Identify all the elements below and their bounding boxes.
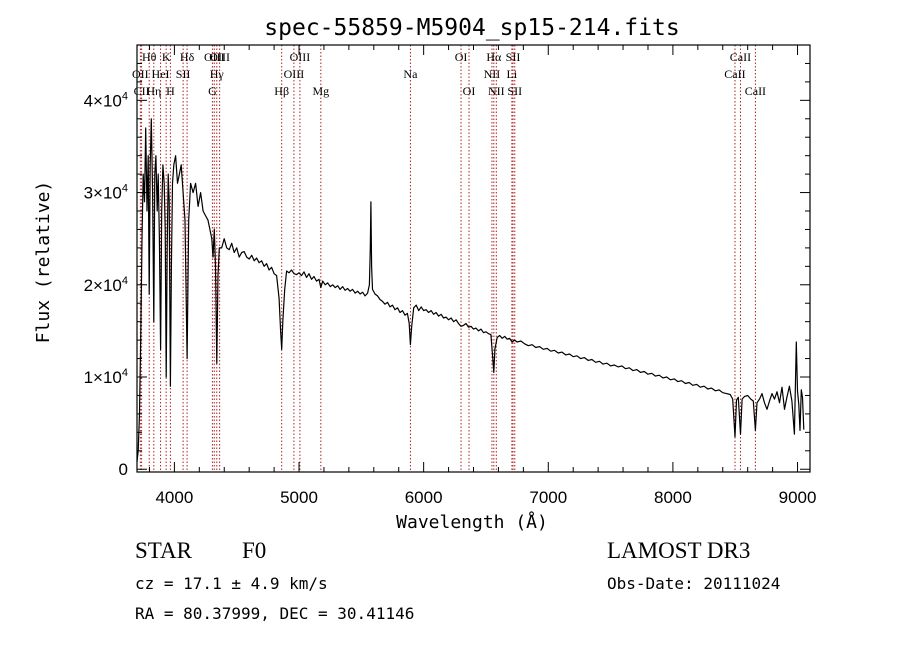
spectral-line-label: Hγ (210, 67, 225, 81)
spectral-line-label: CaII (730, 50, 751, 64)
spectral-line-label: Hβ (274, 84, 289, 98)
x-axis-ticks: 4000 5000 6000 7000 8000 9000 (148, 45, 817, 507)
y-tick-label: 0 (119, 460, 128, 479)
x-tick-label: 4000 (155, 488, 193, 507)
spectral-line-label: SII (507, 84, 522, 98)
spectral-line-label: SII (506, 50, 521, 64)
spectral-line-label: Hα (486, 50, 502, 64)
spectral-line-label: K (162, 50, 171, 64)
spectral-line-label: OII (132, 67, 149, 81)
spectral-line-label: Hη (146, 84, 161, 98)
redshift-cz: cz = 17.1 ± 4.9 km/s (135, 574, 328, 593)
spectral-line-label: Mg (312, 84, 329, 98)
spectral-line-markers (139, 45, 756, 472)
spectral-line-label: OI (455, 50, 468, 64)
object-class: STAR (135, 538, 192, 563)
flux-series-line (136, 118, 805, 462)
x-tick-label: 9000 (779, 488, 817, 507)
spectral-line-label: OIII (284, 67, 305, 81)
spectral-line-label: Hδ (180, 50, 195, 64)
x-axis-label: Wavelength (Å) (396, 511, 548, 533)
spectral-line-label: H (166, 84, 175, 98)
x-tick-label: 8000 (654, 488, 692, 507)
spectral-line-label: SII (176, 67, 191, 81)
object-subclass: F0 (242, 538, 267, 563)
spectral-line-label: G (208, 84, 217, 98)
y-tick-label: 4×104 (84, 90, 128, 110)
y-axis-ticks: 0 1×104 2×104 3×104 4×104 (84, 62, 810, 479)
spectral-line-label: Na (403, 67, 418, 81)
y-tick-label: 2×104 (84, 275, 128, 295)
observation-date: Obs-Date: 20111024 (607, 574, 781, 593)
y-tick-label: 1×104 (84, 367, 128, 387)
y-tick-label: 3×104 (84, 183, 128, 203)
spectral-line-label: OIII (209, 50, 230, 64)
spectral-line-label: OIII (290, 50, 311, 64)
y-axis-label: Flux (relative) (33, 181, 54, 344)
x-tick-label: 5000 (280, 488, 318, 507)
spectral-line-label: HeI (152, 67, 170, 81)
sky-coordinates: RA = 80.37999, DEC = 30.41146 (135, 604, 415, 623)
spectral-line-label: CaII (724, 67, 745, 81)
spectral-line-label: OIII (204, 50, 225, 64)
spectral-line-label: NII (488, 84, 505, 98)
survey-name: LAMOST DR3 (607, 538, 751, 563)
spectral-line-label: Li (507, 67, 518, 81)
spectral-line-label: OI (463, 84, 476, 98)
plot-frame (136, 44, 811, 473)
spectral-line-label: CaII (745, 84, 766, 98)
spectral-line-label: NII (484, 67, 501, 81)
chart-title: spec-55859-M5904_sp15-214.fits (264, 15, 679, 41)
x-tick-label: 7000 (529, 488, 567, 507)
spectral-line-label: Hθ (142, 50, 157, 64)
spectral-line-label: CII (134, 84, 150, 98)
x-tick-label: 6000 (405, 488, 443, 507)
